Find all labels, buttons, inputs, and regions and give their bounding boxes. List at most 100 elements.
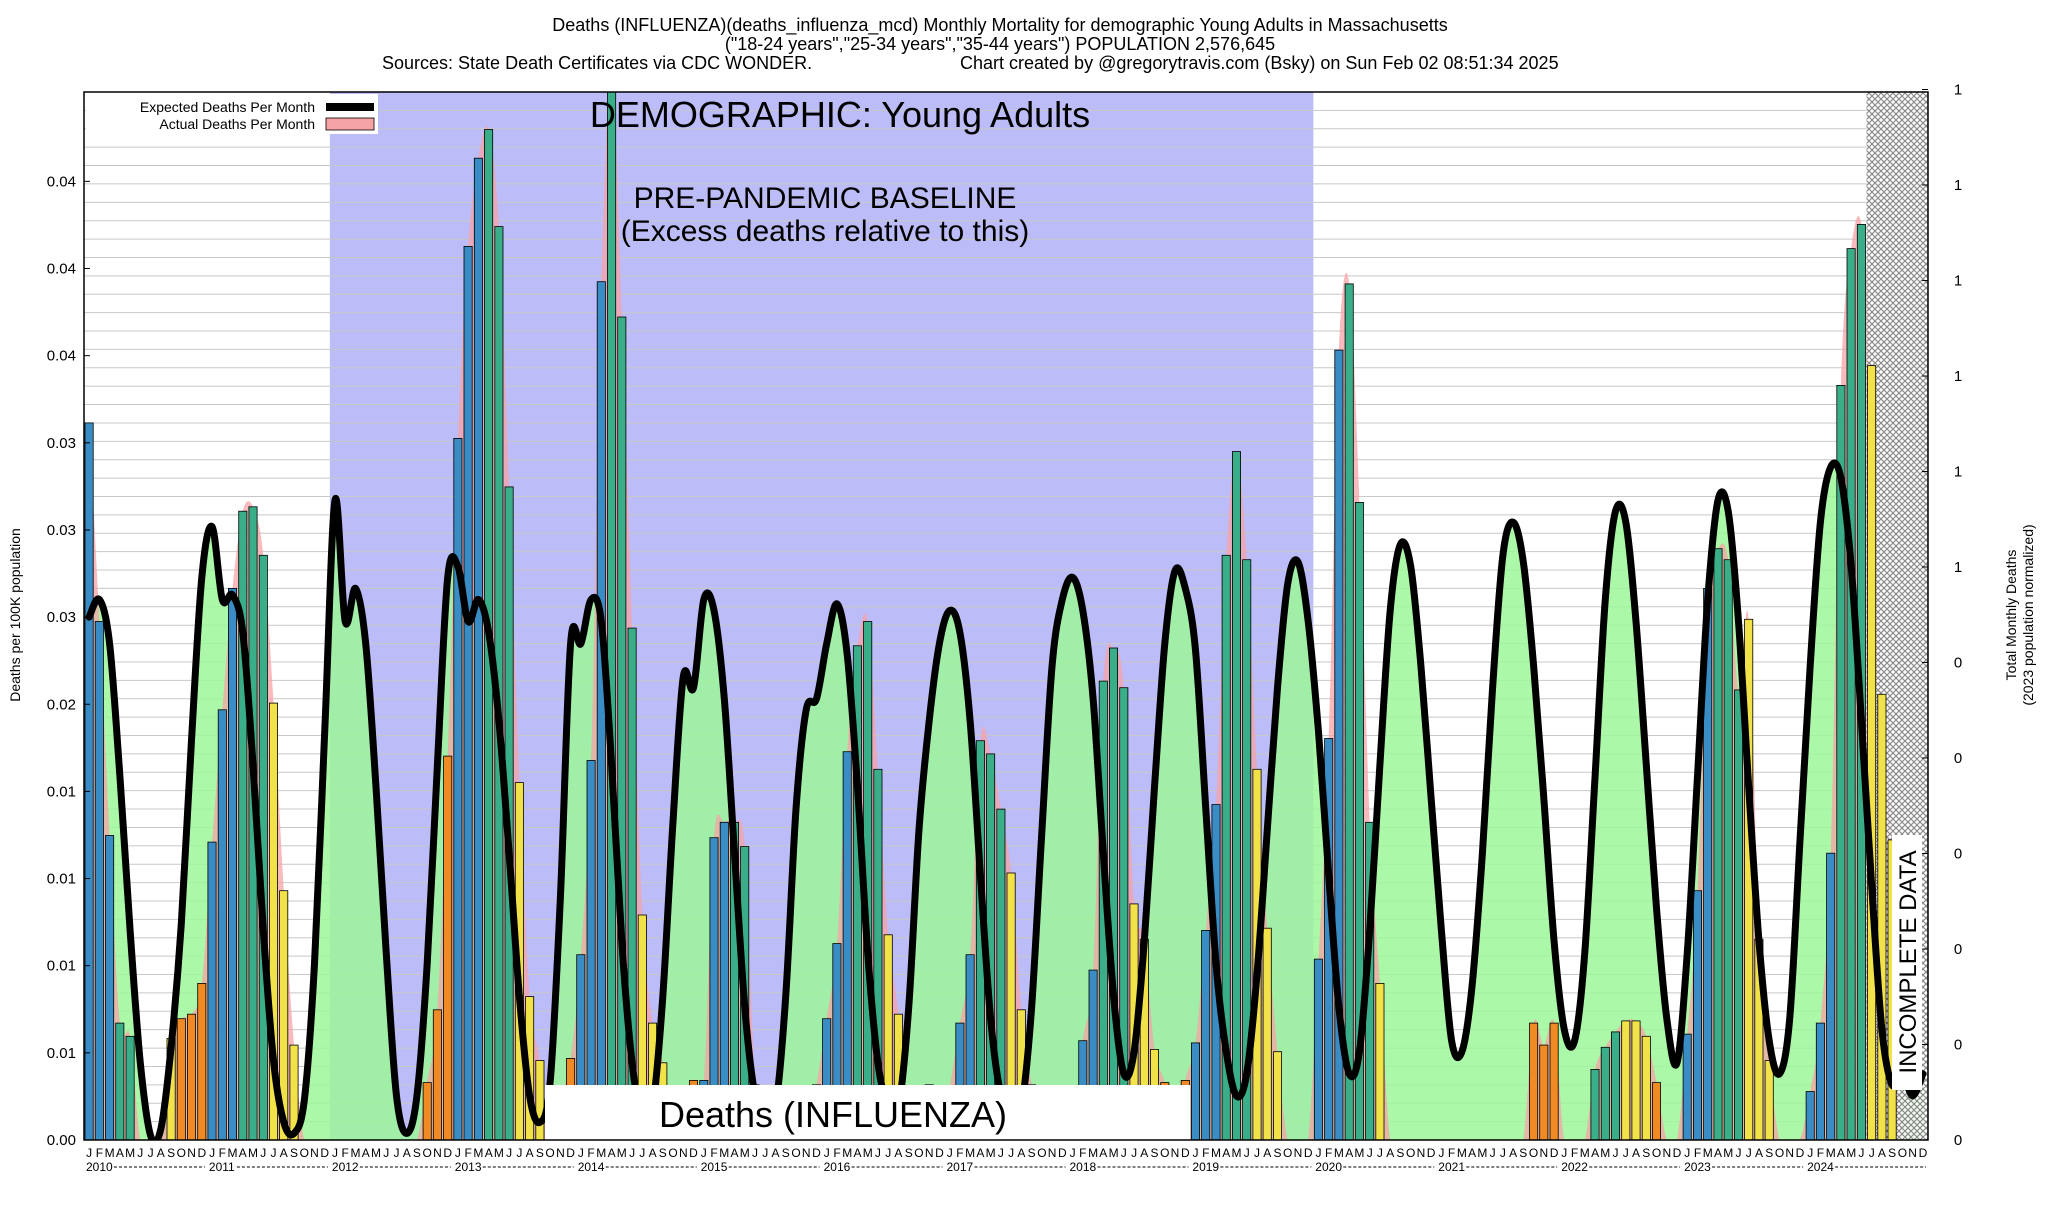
actual-bar <box>453 437 463 1140</box>
x-month-label: M <box>1600 1146 1610 1160</box>
bottom-label-box <box>545 1085 1190 1140</box>
x-month-label: J <box>1869 1146 1875 1160</box>
x-month-label: A <box>1468 1146 1476 1160</box>
x-month-label: A <box>485 1146 493 1160</box>
x-month-label: M <box>1457 1146 1467 1160</box>
x-month-label: N <box>1417 1146 1426 1160</box>
actual-bar <box>207 841 217 1140</box>
x-month-label: M <box>1232 1146 1242 1160</box>
x-month-label: A <box>771 1146 779 1160</box>
x-month-label: J <box>947 1146 953 1160</box>
x-month-label: J <box>516 1146 522 1160</box>
actual-bar <box>1815 1022 1825 1140</box>
x-month-label: A <box>280 1146 288 1160</box>
x-month-label: O <box>668 1146 677 1160</box>
x-month-label: J <box>1613 1146 1619 1160</box>
actual-bar <box>1242 559 1252 1140</box>
y-tick-label-right: 1 <box>1954 464 1962 481</box>
x-month-label: A <box>239 1146 247 1160</box>
actual-bar <box>719 821 729 1140</box>
x-month-label: D <box>689 1146 698 1160</box>
x-month-label: M <box>494 1146 504 1160</box>
x-month-label: S <box>1150 1146 1158 1160</box>
x-month-label: M <box>596 1146 606 1160</box>
x-month-label: M <box>1334 1146 1344 1160</box>
x-month-label: M <box>842 1146 852 1160</box>
legend-expected-label: Expected Deaths Per Month <box>140 99 315 115</box>
y-tick-label-right: 0 <box>1954 655 1962 672</box>
x-year-label: 2013 <box>455 1160 482 1174</box>
actual-bar <box>197 983 207 1140</box>
x-month-label: M <box>986 1146 996 1160</box>
x-month-label: F <box>587 1146 594 1160</box>
x-year-label: 2016 <box>824 1160 851 1174</box>
x-month-label: A <box>116 1146 124 1160</box>
y-tick-label-right: 1 <box>1954 177 1962 194</box>
x-month-label: N <box>802 1146 811 1160</box>
actual-bar <box>1191 1042 1201 1140</box>
x-month-label: J <box>209 1146 215 1160</box>
x-month-label: A <box>649 1146 657 1160</box>
x-month-label: S <box>1642 1146 1650 1160</box>
x-month-label: M <box>863 1146 873 1160</box>
x-month-label: D <box>320 1146 329 1160</box>
x-month-label: S <box>536 1146 544 1160</box>
actual-bar <box>105 835 115 1140</box>
incomplete-label: INCOMPLETE DATA <box>1895 850 1922 1073</box>
x-month-label: O <box>545 1146 554 1160</box>
x-month-label: M <box>371 1146 381 1160</box>
y-tick-label-right: 0 <box>1954 1132 1962 1149</box>
actual-bar <box>1764 1060 1774 1140</box>
actual-bar <box>822 1018 832 1140</box>
actual-bar <box>1805 1091 1815 1140</box>
actual-bar <box>432 1009 442 1140</box>
x-month-label: J <box>1438 1146 1444 1160</box>
x-month-label: D <box>1796 1146 1805 1160</box>
x-month-label: S <box>905 1146 913 1160</box>
actual-bar <box>1611 1031 1621 1140</box>
actual-bar <box>1529 1022 1539 1140</box>
x-year-label: 2023 <box>1684 1160 1711 1174</box>
actual-bar <box>709 837 719 1140</box>
x-month-label: O <box>423 1146 432 1160</box>
x-month-label: J <box>752 1146 758 1160</box>
actual-bar <box>873 768 883 1140</box>
x-month-label: J <box>1807 1146 1813 1160</box>
y-tick-label-left: 0.04 <box>47 348 76 365</box>
actual-bar <box>1334 349 1344 1140</box>
x-year-label: 2011 <box>209 1160 235 1174</box>
x-month-label: A <box>894 1146 902 1160</box>
y-axis-right-title-1: Total Monthly Deaths <box>2003 550 2019 681</box>
x-month-label: J <box>885 1146 891 1160</box>
actual-bar <box>607 92 617 1140</box>
actual-bar <box>1006 872 1016 1140</box>
x-month-label: J <box>578 1146 584 1160</box>
x-month-label: N <box>1048 1146 1057 1160</box>
y-tick-label-left: 0.00 <box>47 1132 76 1149</box>
x-month-label: N <box>187 1146 196 1160</box>
y-tick-label-left: 0.01 <box>47 783 76 800</box>
x-month-label: J <box>1561 1146 1567 1160</box>
x-month-label: S <box>413 1146 421 1160</box>
x-month-label: A <box>526 1146 534 1160</box>
x-month-label: D <box>1181 1146 1190 1160</box>
x-month-label: N <box>1785 1146 1794 1160</box>
x-month-label: O <box>177 1146 186 1160</box>
x-month-label: J <box>1316 1146 1322 1160</box>
x-month-label: N <box>1908 1146 1917 1160</box>
x-month-label: O <box>1406 1146 1415 1160</box>
actual-bar <box>186 1013 196 1140</box>
demographic-label: DEMOGRAPHIC: Young Adults <box>590 94 1090 135</box>
actual-bar <box>576 954 586 1140</box>
actual-bar <box>1734 689 1744 1140</box>
y-tick-label-left: 0.03 <box>47 609 76 626</box>
x-month-label: S <box>782 1146 790 1160</box>
x-month-label: J <box>1193 1146 1199 1160</box>
actual-bar <box>1344 283 1354 1140</box>
x-year-label: 2021 <box>1438 1160 1465 1174</box>
x-month-label: M <box>1477 1146 1487 1160</box>
x-month-label: D <box>1304 1146 1313 1160</box>
actual-bar <box>1549 1022 1559 1140</box>
x-month-label: F <box>342 1146 349 1160</box>
